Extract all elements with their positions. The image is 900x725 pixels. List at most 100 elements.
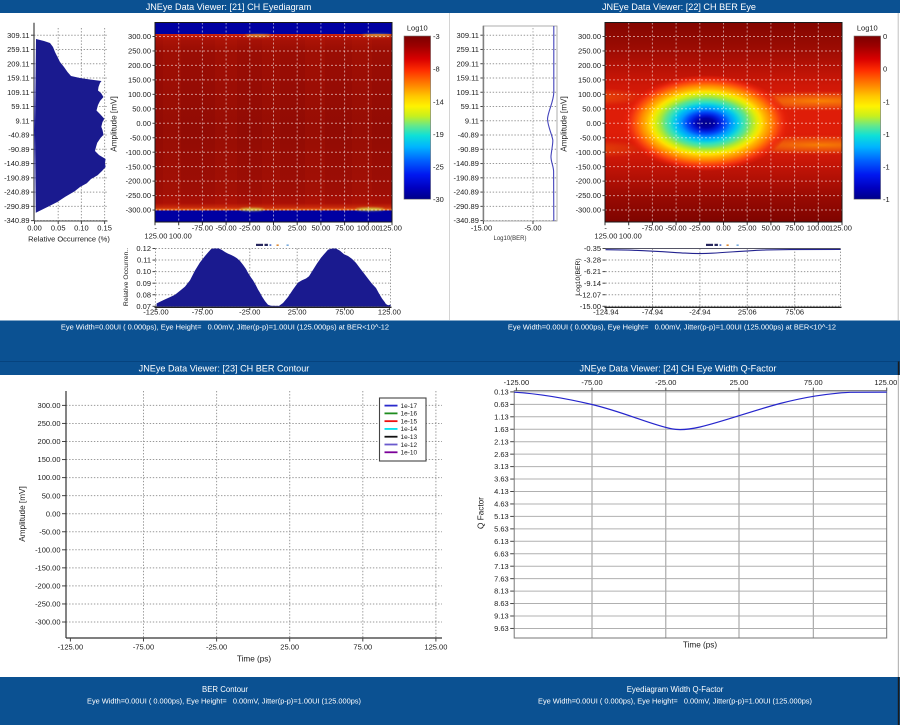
svg-text:Time (ps): Time (ps) bbox=[683, 641, 718, 650]
svg-text:Log10(BER): Log10(BER) bbox=[575, 258, 582, 295]
svg-text:1e-14: 1e-14 bbox=[401, 426, 418, 433]
svg-text:259.11: 259.11 bbox=[7, 45, 29, 54]
svg-text:-300.00: -300.00 bbox=[126, 206, 151, 215]
svg-text:-125.00: -125.00 bbox=[504, 378, 529, 387]
svg-text:-75.00: -75.00 bbox=[192, 307, 213, 316]
svg-text:Log10(BER): Log10(BER) bbox=[493, 236, 526, 242]
svg-text:Relative Occurren..: Relative Occurren.. bbox=[123, 248, 130, 306]
svg-text:-290.89: -290.89 bbox=[4, 202, 29, 211]
svg-text:150.00: 150.00 bbox=[38, 455, 61, 464]
svg-text:-90.89: -90.89 bbox=[8, 145, 29, 154]
svg-text:50.00: 50.00 bbox=[762, 223, 781, 232]
svg-text:-200.00: -200.00 bbox=[126, 177, 151, 186]
svg-text:-124.94: -124.94 bbox=[593, 307, 618, 316]
svg-text:-75.00: -75.00 bbox=[581, 378, 602, 387]
svg-text:125.00: 125.00 bbox=[378, 307, 401, 316]
svg-text:-14: -14 bbox=[433, 97, 444, 106]
svg-text:-250.00: -250.00 bbox=[126, 191, 151, 200]
svg-text:250.00: 250.00 bbox=[578, 47, 601, 56]
svg-text:Log10: Log10 bbox=[407, 24, 428, 33]
svg-text:109.11: 109.11 bbox=[457, 88, 479, 97]
svg-text:-150.00: -150.00 bbox=[35, 563, 60, 572]
svg-text:0.09: 0.09 bbox=[136, 279, 151, 288]
svg-text:309.11: 309.11 bbox=[457, 31, 479, 40]
svg-text:-25.00: -25.00 bbox=[655, 378, 676, 387]
svg-text:50.00: 50.00 bbox=[312, 223, 331, 232]
svg-text:100.00: 100.00 bbox=[128, 90, 151, 99]
svg-text:159.11: 159.11 bbox=[7, 74, 29, 83]
svg-text:-250.00: -250.00 bbox=[35, 600, 60, 609]
svg-text:-25.00: -25.00 bbox=[689, 223, 710, 232]
svg-text:50.00: 50.00 bbox=[582, 104, 601, 113]
svg-text:-15.00: -15.00 bbox=[580, 302, 601, 311]
svg-text:4.13: 4.13 bbox=[494, 487, 509, 496]
svg-text:300.00: 300.00 bbox=[578, 32, 601, 41]
svg-text:75.06: 75.06 bbox=[785, 307, 804, 316]
svg-text:25.00: 25.00 bbox=[288, 307, 307, 316]
svg-text:50.00: 50.00 bbox=[132, 104, 151, 113]
svg-text:100.00: 100.00 bbox=[357, 223, 380, 232]
svg-text:-150.00: -150.00 bbox=[126, 162, 151, 171]
svg-text:-30: -30 bbox=[433, 195, 444, 204]
svg-text:300.00: 300.00 bbox=[38, 401, 61, 410]
svg-text:-200.00: -200.00 bbox=[35, 582, 60, 591]
svg-text:-25: -25 bbox=[433, 163, 444, 172]
svg-text:0.00: 0.00 bbox=[586, 119, 601, 128]
svg-text:-40.89: -40.89 bbox=[8, 131, 29, 140]
svg-text:-200.00: -200.00 bbox=[576, 177, 601, 186]
svg-text:-: - bbox=[178, 223, 181, 232]
svg-text:9.13: 9.13 bbox=[494, 612, 509, 621]
svg-text:1e-12: 1e-12 bbox=[401, 442, 418, 449]
svg-text:Eye Width=0.00UI ( 0.000ps), E: Eye Width=0.00UI ( 0.000ps), Eye Height=… bbox=[508, 322, 836, 331]
svg-text:-100.00: -100.00 bbox=[126, 148, 151, 157]
svg-text:125.00: 125.00 bbox=[144, 231, 167, 240]
svg-text:209.11: 209.11 bbox=[7, 59, 29, 68]
svg-text:2.13: 2.13 bbox=[494, 437, 509, 446]
svg-text:0.13: 0.13 bbox=[494, 388, 509, 397]
svg-text:9.11: 9.11 bbox=[15, 116, 29, 125]
svg-text:Q Factor: Q Factor bbox=[477, 497, 486, 529]
svg-text:4.63: 4.63 bbox=[494, 500, 509, 509]
svg-text:8.63: 8.63 bbox=[494, 599, 509, 608]
svg-text:150.00: 150.00 bbox=[578, 75, 601, 84]
svg-text:25.00: 25.00 bbox=[288, 223, 307, 232]
svg-text:Time (ps): Time (ps) bbox=[237, 655, 272, 664]
svg-text:0.00: 0.00 bbox=[27, 223, 42, 232]
svg-text:125.00: 125.00 bbox=[594, 231, 617, 240]
svg-text:6.63: 6.63 bbox=[494, 549, 509, 558]
svg-text:209.11: 209.11 bbox=[457, 59, 479, 68]
svg-text:0.63: 0.63 bbox=[494, 400, 509, 409]
svg-text:100.00: 100.00 bbox=[619, 231, 642, 240]
svg-text:-140.89: -140.89 bbox=[453, 159, 478, 168]
svg-text:300.00: 300.00 bbox=[128, 32, 151, 41]
svg-text:25.06: 25.06 bbox=[738, 307, 757, 316]
svg-text:59.11: 59.11 bbox=[11, 102, 29, 111]
svg-text:-50.00: -50.00 bbox=[580, 133, 601, 142]
svg-text:0.00: 0.00 bbox=[136, 119, 151, 128]
svg-text:0.15: 0.15 bbox=[97, 223, 112, 232]
svg-text:Eye Width=0.00UI ( 0.000ps), E: Eye Width=0.00UI ( 0.000ps), Eye Height=… bbox=[87, 697, 361, 706]
svg-text:109.11: 109.11 bbox=[7, 88, 29, 97]
svg-text:-75.00: -75.00 bbox=[133, 643, 154, 652]
svg-text:-40.89: -40.89 bbox=[458, 131, 479, 140]
svg-text:-150.00: -150.00 bbox=[576, 162, 601, 171]
svg-text:-50.00: -50.00 bbox=[39, 527, 60, 536]
svg-text:0.11: 0.11 bbox=[137, 256, 151, 265]
svg-text:-: - bbox=[604, 223, 607, 232]
svg-text:0.00: 0.00 bbox=[716, 223, 731, 232]
svg-text:0: 0 bbox=[883, 65, 887, 74]
svg-text:-74.94: -74.94 bbox=[642, 307, 663, 316]
svg-text:-3: -3 bbox=[433, 32, 440, 41]
svg-text:JNEye Data Viewer: [24] CH Eye: JNEye Data Viewer: [24] CH Eye Width Q-F… bbox=[580, 363, 777, 373]
svg-text:-290.89: -290.89 bbox=[453, 202, 478, 211]
svg-text:-1: -1 bbox=[883, 195, 890, 204]
svg-text:-125.00: -125.00 bbox=[143, 307, 168, 316]
svg-text:-190.89: -190.89 bbox=[453, 173, 478, 182]
svg-text:200.00: 200.00 bbox=[578, 61, 601, 70]
svg-text:-250.00: -250.00 bbox=[576, 191, 601, 200]
svg-text:-300.00: -300.00 bbox=[576, 206, 601, 215]
svg-text:75.00: 75.00 bbox=[335, 307, 354, 316]
svg-text:-6.21: -6.21 bbox=[584, 267, 601, 276]
svg-text:100.00: 100.00 bbox=[807, 223, 830, 232]
svg-text:2.63: 2.63 bbox=[494, 450, 509, 459]
